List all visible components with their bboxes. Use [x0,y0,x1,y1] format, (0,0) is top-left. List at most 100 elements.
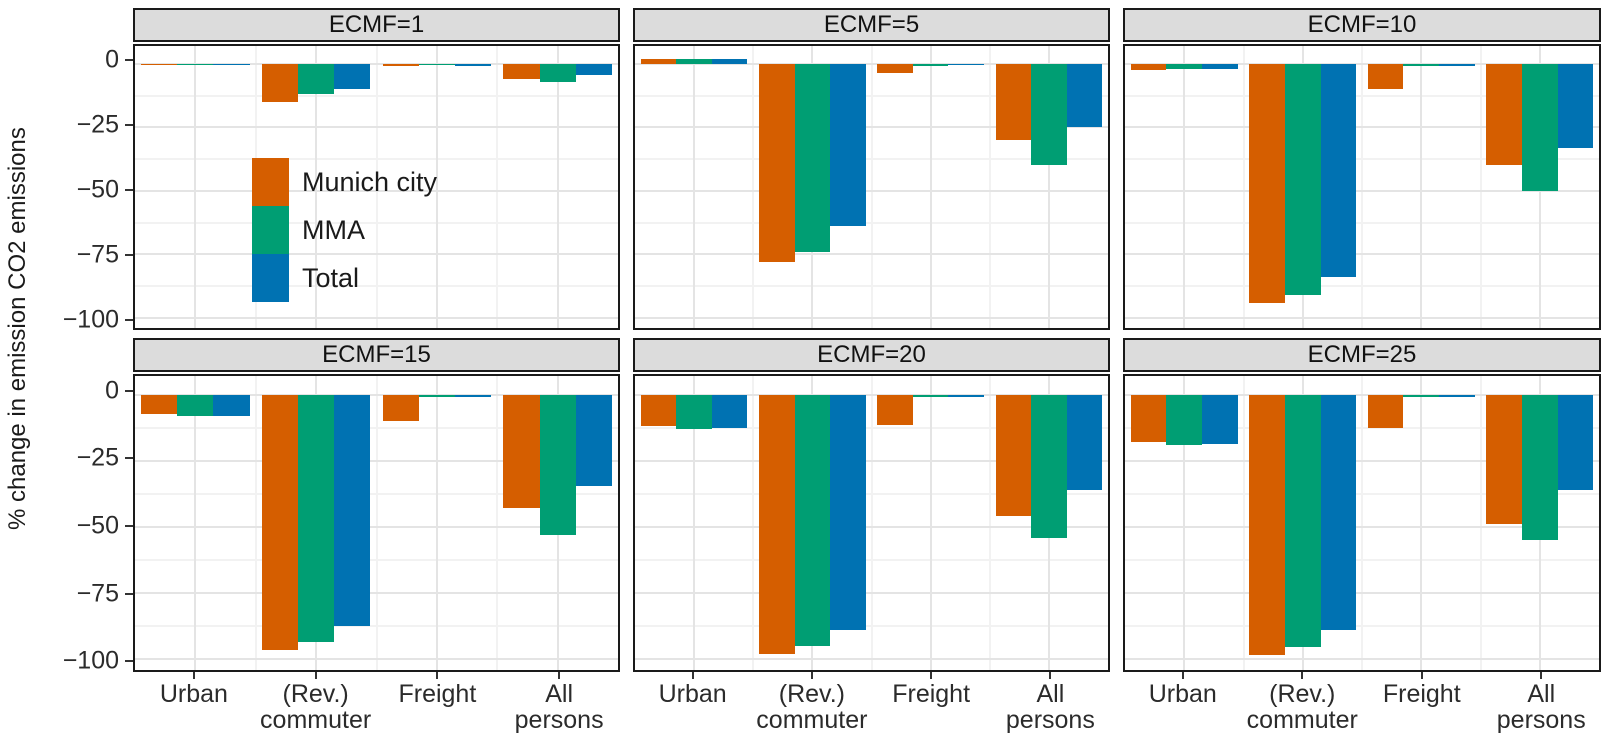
bar-ecmf-10-freight-mma [1403,63,1440,67]
x-tick-mark [436,672,439,679]
gridline-minor-x [752,46,755,328]
y-tick-label: 0 [105,45,119,74]
bar-ecmf-1-all-persons-total [575,63,612,76]
bar-ecmf-25-all-persons-munich-city [1486,394,1522,525]
bar-ecmf-1-urban-mma [177,63,214,66]
bar-ecmf-10-rev-commuter-total [1320,63,1357,278]
x-category-label-urban: Urban [159,680,228,708]
x-tick-mark [1301,672,1304,679]
gridline-major-y [135,316,618,319]
bar-ecmf-1-rev-commuter-mma [298,63,335,95]
bar-ecmf-15-freight-total [454,394,492,398]
gridline-major-x [435,376,438,670]
y-tick-mark [125,660,133,663]
facet-panel-ecmf-25 [1123,374,1601,672]
gridline-major-y [135,393,618,396]
bar-ecmf-5-all-persons-munich-city [995,63,1032,140]
x-tick-mark [1181,672,1184,679]
bar-ecmf-5-all-persons-mma [1031,63,1067,166]
facet-strip-label: ECMF=5 [823,11,920,38]
gridline-major-y [635,393,1108,396]
y-axis-bottom-row: 0 −25 −50 −75 −100 [36,338,133,675]
y-tick-label: −100 [62,305,119,334]
bar-ecmf-5-urban-total [711,58,748,64]
bar-ecmf-20-urban-mma [676,394,712,429]
bar-ecmf-10-rev-commuter-mma [1284,63,1321,295]
legend-label: Total [302,262,360,293]
y-tick-label: −50 [76,511,119,540]
gridline-minor-x [1242,46,1245,328]
gridline-minor-x [1242,376,1245,670]
gridline-major-y [135,459,618,462]
gridline-minor-x [988,376,991,670]
gridline-major-y [635,316,1108,319]
gridline-major-y [1125,316,1599,319]
y-tick-mark [125,188,133,191]
gridline-minor-x [375,376,378,670]
gridline-major-x [693,376,696,670]
facet-panel-ecmf-1: Munich city MMA Total [133,44,620,330]
x-tick-mark [1540,672,1543,679]
x-category-label-freight: Freight [398,680,477,708]
gridline-major-x [1183,46,1186,328]
x-tick-mark [1420,672,1423,679]
bar-ecmf-15-rev-commuter-mma [298,394,335,643]
facet-strip: ECMF=5 [633,8,1110,42]
gridline-major-y [1125,459,1599,462]
facet-panel-ecmf-15 [133,374,620,672]
x-tick-mark [558,672,561,679]
bar-ecmf-20-urban-munich-city [640,394,677,427]
legend-label: Munich city [302,166,438,197]
gridline-minor-x [1479,376,1482,670]
bar-ecmf-10-freight-total [1439,63,1475,67]
gridline-major-x [194,46,197,328]
gridline-major-y [1125,126,1599,129]
facet-strip: ECMF=15 [133,338,620,372]
bar-ecmf-20-rev-commuter-mma [794,394,831,647]
facet-ecmf-20: ECMF=20 [633,338,1110,672]
bar-ecmf-20-all-persons-total [1066,394,1103,490]
y-tick-label: −75 [76,240,119,269]
gridline-major-y [1125,393,1599,396]
y-tick-mark [125,525,133,528]
y-tick-label: −75 [76,579,119,608]
gridline-major-y [1125,62,1599,65]
bar-ecmf-25-all-persons-total [1557,394,1594,490]
x-category-label-urban: Urban [1148,680,1217,708]
facet-strip: ECMF=20 [633,338,1110,372]
x-axis-labels: Urban (Rev.) commuter Freight All persons [633,672,1110,733]
legend-swatch-munich-city [252,158,289,206]
facet-panel-ecmf-10 [1123,44,1601,330]
gridline-major-x [435,46,438,328]
legend-swatch-total [252,254,289,302]
gridline-major-y [635,592,1108,595]
bar-ecmf-20-all-persons-munich-city [995,394,1032,517]
gridline-major-y [135,592,618,595]
bar-ecmf-1-urban-munich-city [141,63,178,65]
bar-ecmf-5-urban-mma [676,59,712,64]
x-tick-mark [314,672,317,679]
gridline-minor-x [375,46,378,328]
gridline-major-x [1420,46,1423,328]
y-axis-title: % change in emission CO2 emissions [4,127,31,530]
gridline-major-y [135,189,618,192]
facet-ecmf-15: ECMF=15 [133,338,620,672]
gridline-major-x [693,46,696,328]
gridline-minor-x [496,376,499,670]
gridline-major-y [635,459,1108,462]
bar-ecmf-5-rev-commuter-total [830,63,866,227]
bar-ecmf-15-freight-munich-city [382,394,419,422]
gridline-major-y [135,126,618,129]
bar-ecmf-10-urban-mma [1166,63,1203,69]
bar-ecmf-1-rev-commuter-total [334,63,371,90]
x-tick-mark [930,672,933,679]
bar-ecmf-1-freight-munich-city [382,63,419,66]
gridline-major-x [929,46,932,328]
legend-entry-mma: MMA [252,206,437,254]
facet-panel-ecmf-5 [633,44,1110,330]
y-tick-mark [125,253,133,256]
gridline-major-y [635,525,1108,528]
facet-strip: ECMF=1 [133,8,620,42]
bar-ecmf-15-urban-total [213,394,250,416]
legend-swatch-mma [252,206,289,254]
